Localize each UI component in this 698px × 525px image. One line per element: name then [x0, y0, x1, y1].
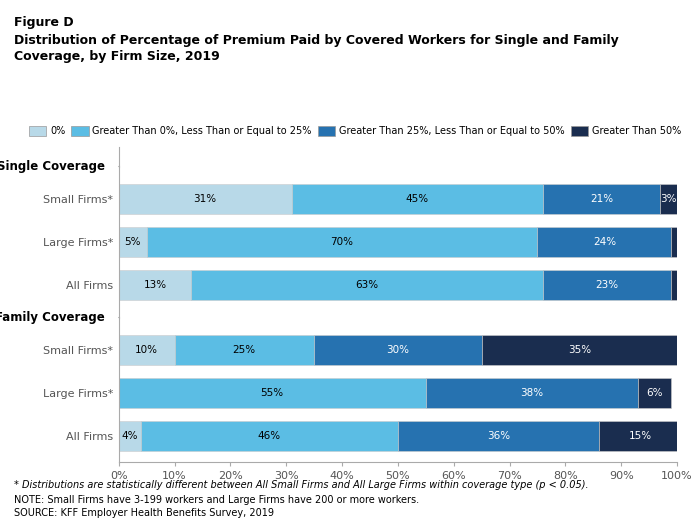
Text: NOTE: Small Firms have 3-199 workers and Large Firms have 200 or more workers.: NOTE: Small Firms have 3-199 workers and… [14, 495, 419, 505]
Text: Coverage, by Firm Size, 2019: Coverage, by Firm Size, 2019 [14, 50, 220, 63]
Text: 4%: 4% [121, 431, 138, 441]
Bar [543, 270, 671, 300]
Bar [191, 270, 543, 300]
Text: 23%: 23% [595, 280, 619, 290]
Text: * Distributions are statistically different between All Small Firms and All Larg: * Distributions are statistically differ… [14, 480, 588, 490]
Text: Figure D: Figure D [14, 16, 73, 29]
Bar [671, 227, 677, 257]
Text: 15%: 15% [629, 431, 653, 441]
Legend: 0%, Greater Than 0%, Less Than or Equal to 25%, Greater Than 25%, Less Than or E: 0%, Greater Than 0%, Less Than or Equal … [29, 125, 681, 136]
Text: 63%: 63% [355, 280, 379, 290]
Bar [599, 421, 683, 451]
Text: 3%: 3% [660, 194, 677, 204]
Bar [119, 270, 191, 300]
Bar [671, 270, 677, 300]
Bar [119, 378, 426, 408]
Bar [543, 184, 660, 214]
Text: Single Coverage: Single Coverage [0, 160, 105, 173]
Text: SOURCE: KFF Employer Health Benefits Survey, 2019: SOURCE: KFF Employer Health Benefits Sur… [14, 508, 274, 518]
Text: 46%: 46% [258, 431, 281, 441]
Text: 55%: 55% [260, 388, 284, 398]
Bar [141, 421, 398, 451]
Text: 31%: 31% [193, 194, 217, 204]
Bar [292, 184, 543, 214]
Bar [398, 421, 599, 451]
Text: 24%: 24% [593, 237, 616, 247]
Text: Distribution of Percentage of Premium Paid by Covered Workers for Single and Fam: Distribution of Percentage of Premium Pa… [14, 34, 618, 47]
Bar [660, 184, 677, 214]
Text: 5%: 5% [124, 237, 141, 247]
Bar [314, 335, 482, 365]
Text: 10%: 10% [135, 345, 158, 355]
Bar [482, 335, 677, 365]
Bar [174, 335, 314, 365]
Bar [537, 227, 671, 257]
Text: 45%: 45% [406, 194, 429, 204]
Text: 38%: 38% [520, 388, 544, 398]
Bar [426, 378, 638, 408]
Text: 13%: 13% [143, 280, 167, 290]
Bar [119, 184, 292, 214]
Text: 30%: 30% [387, 345, 409, 355]
Text: 6%: 6% [646, 388, 663, 398]
Text: 21%: 21% [590, 194, 614, 204]
Bar [119, 227, 147, 257]
Bar [119, 421, 141, 451]
Text: 70%: 70% [331, 237, 353, 247]
Text: 36%: 36% [487, 431, 510, 441]
Bar [147, 227, 537, 257]
Text: Family Coverage: Family Coverage [0, 311, 105, 324]
Bar [638, 378, 671, 408]
Text: 25%: 25% [232, 345, 256, 355]
Bar [119, 335, 174, 365]
Text: 35%: 35% [567, 345, 591, 355]
